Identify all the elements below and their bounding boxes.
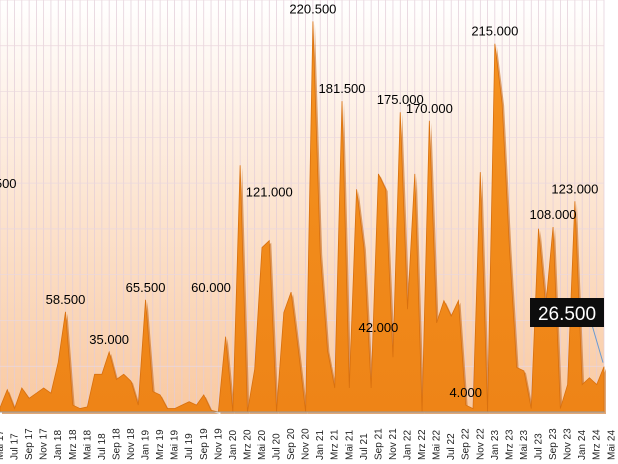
x-tick-label: Nov 18 bbox=[126, 428, 137, 460]
x-tick-label: Mai 21 bbox=[344, 430, 355, 460]
x-tick-label: Mrz 24 bbox=[592, 429, 603, 460]
data-label: 123.000 bbox=[551, 181, 598, 196]
data-label: 7.500 bbox=[0, 176, 17, 191]
data-label: 220.500 bbox=[289, 1, 336, 16]
value-callout: 26.500 bbox=[530, 298, 604, 363]
x-tick-label: Sep 22 bbox=[461, 428, 472, 460]
x-tick-label: Jan 23 bbox=[490, 430, 501, 460]
data-label: 42.000 bbox=[359, 320, 399, 335]
x-tick-label: Nov 19 bbox=[213, 428, 224, 460]
x-tick-label: Mai 20 bbox=[257, 430, 268, 460]
x-tick-label: Mai 18 bbox=[82, 430, 93, 460]
x-tick-label: Jan 22 bbox=[403, 430, 414, 460]
callout-box bbox=[530, 298, 604, 327]
x-tick-label: Mrz 21 bbox=[330, 429, 341, 460]
data-label: 60.000 bbox=[191, 280, 231, 295]
x-tick-label: Jan 19 bbox=[141, 430, 152, 460]
data-labels: 7.500 58.500 35.000 65.500 60.000 121.000 220.… bbox=[0, 1, 598, 400]
x-tick-label: Mrz 19 bbox=[155, 429, 166, 460]
x-tick-label: Mai 24 bbox=[606, 430, 617, 460]
data-label: 108.000 bbox=[530, 207, 577, 222]
x-tick-label: Nov 17 bbox=[39, 428, 50, 460]
data-label: 181.500 bbox=[319, 81, 366, 96]
x-tick-label: Nov 22 bbox=[475, 428, 486, 460]
x-tick-label: Mai 23 bbox=[519, 430, 530, 460]
x-tick-label: Nov 20 bbox=[301, 428, 312, 460]
x-tick-label: Mrz 22 bbox=[417, 429, 428, 460]
x-tick-label: Jan 24 bbox=[577, 430, 588, 460]
data-label: 121.000 bbox=[246, 185, 293, 200]
x-tick-label: Mai 19 bbox=[170, 430, 181, 460]
x-tick-label: Jul 18 bbox=[97, 433, 108, 460]
x-tick-label: Jan 18 bbox=[53, 430, 64, 460]
x-tick-label: Sep 23 bbox=[548, 428, 559, 460]
callout-label: 26.500 bbox=[538, 304, 596, 325]
x-tick-label: Jul 17 bbox=[10, 433, 21, 460]
x-tick-label: Mrz 23 bbox=[504, 429, 515, 460]
x-tick-label: Jul 23 bbox=[534, 433, 545, 460]
x-tick-label: Sep 19 bbox=[199, 428, 210, 460]
data-label: 175.000 bbox=[377, 92, 424, 107]
x-tick-label: Sep 20 bbox=[286, 428, 297, 460]
x-axis-ticks: Mai 17 Jul 17 Sep 17 Nov 17 Jan 18 Mrz 18 Mai … bbox=[0, 428, 617, 460]
data-label: 35.000 bbox=[89, 332, 129, 347]
data-label: 170.000 bbox=[406, 101, 453, 116]
x-tick-label: Sep 21 bbox=[373, 428, 384, 460]
x-tick-label: Jul 20 bbox=[272, 433, 283, 460]
data-label: 65.500 bbox=[126, 280, 166, 295]
x-tick-label: Nov 21 bbox=[388, 428, 399, 460]
x-tick-label: Jan 20 bbox=[228, 430, 239, 460]
x-tick-label: Jan 21 bbox=[315, 430, 326, 460]
x-tick-label: Mai 17 bbox=[0, 430, 6, 460]
x-tick-label: Jul 19 bbox=[184, 433, 195, 460]
x-tick-label: Jul 22 bbox=[446, 433, 457, 460]
x-tick-label: Nov 23 bbox=[563, 428, 574, 460]
x-tick-label: Sep 17 bbox=[24, 428, 35, 460]
x-tick-label: Mrz 20 bbox=[242, 429, 253, 460]
x-tick-label: Jul 21 bbox=[359, 433, 370, 460]
x-tick-label: Mrz 18 bbox=[68, 429, 79, 460]
data-label: 215.000 bbox=[471, 24, 518, 39]
x-tick-label: Sep 18 bbox=[111, 428, 122, 460]
callout-leader bbox=[591, 324, 604, 363]
data-label: 4.000 bbox=[449, 385, 482, 400]
data-label: 58.500 bbox=[46, 292, 86, 307]
x-tick-label: Mai 22 bbox=[432, 430, 443, 460]
